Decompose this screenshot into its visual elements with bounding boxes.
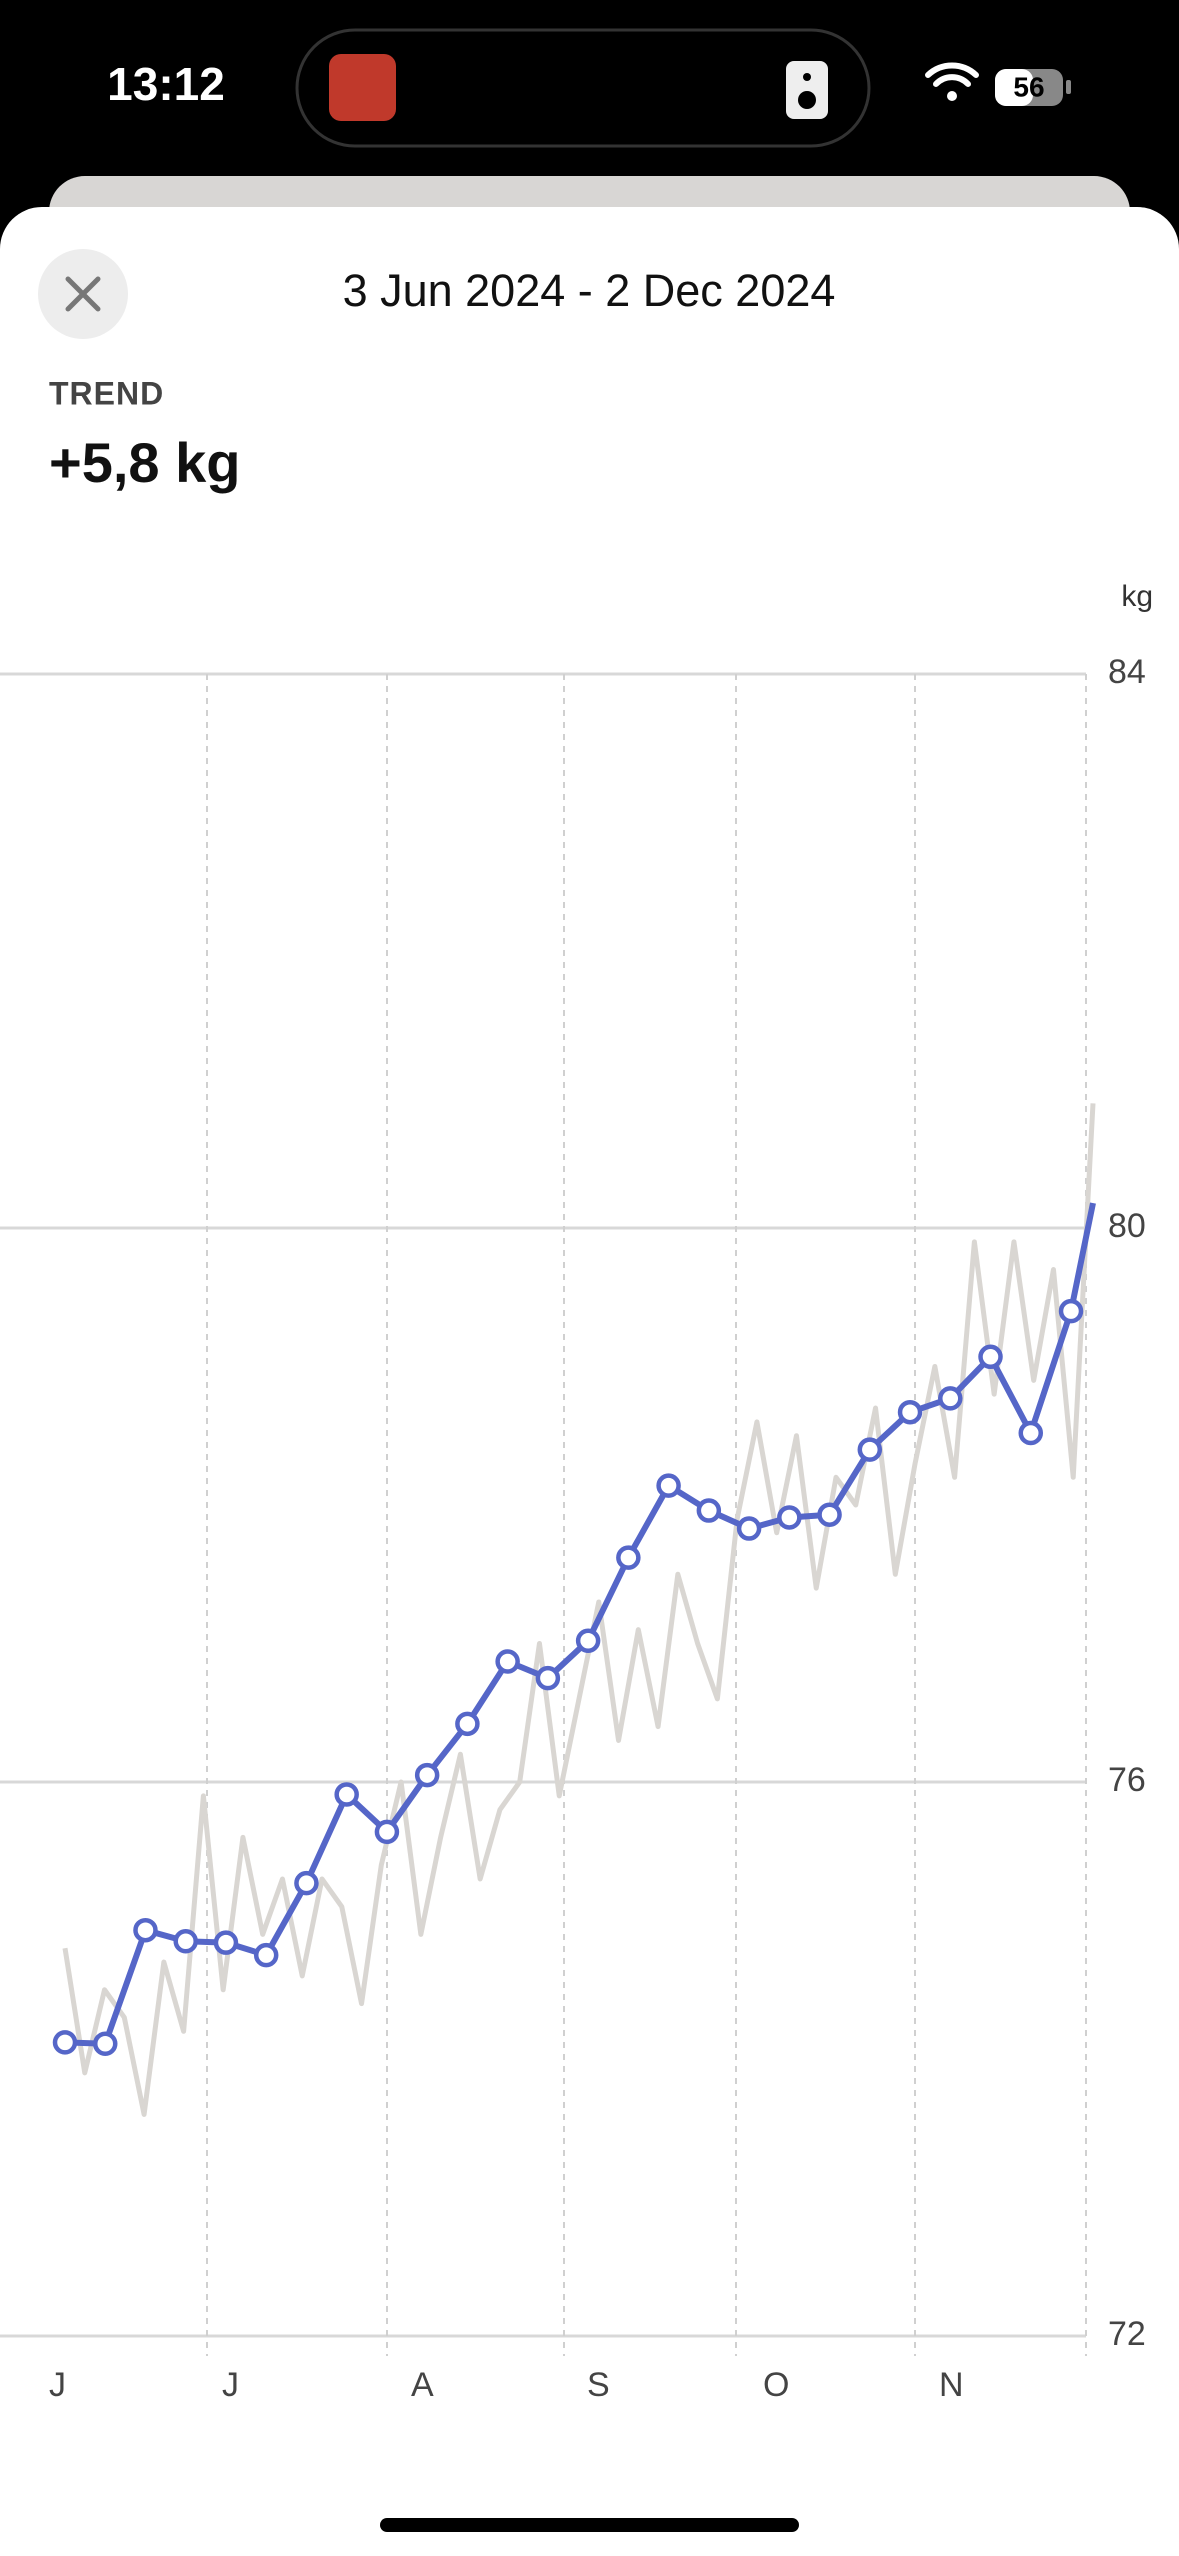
y-tick-label: 80 <box>1108 1207 1146 1245</box>
x-tick-label: S <box>587 2366 610 2404</box>
y-unit: kg <box>1121 580 1153 613</box>
trend-point <box>616 1545 641 1570</box>
sheet <box>0 207 1179 2556</box>
trend-point <box>857 1437 883 1462</box>
x-tick-label: N <box>939 2366 964 2404</box>
y-tick-label: 84 <box>1108 653 1146 691</box>
trend-point <box>1018 1420 1044 1446</box>
trend-point <box>495 1649 520 1674</box>
trend-point <box>897 1399 923 1425</box>
trend-point <box>535 1665 561 1691</box>
trend-value: +5,8 kg <box>49 431 240 494</box>
wifi-dot <box>947 91 957 101</box>
battery-tip <box>1066 80 1071 94</box>
x-tick-label: J <box>49 2366 66 2404</box>
trend-point <box>656 1473 681 1498</box>
trend-point <box>736 1516 762 1541</box>
x-tick-label: O <box>763 2366 789 2404</box>
trend-label: TREND <box>49 375 164 411</box>
speaker-tweeter <box>803 73 811 81</box>
trend-point <box>938 1386 963 1411</box>
speaker-cone <box>798 91 816 109</box>
chart: 72 76 80 84 J J A S O N <box>0 653 1146 2404</box>
battery-level <box>995 69 1033 106</box>
x-tick-label: A <box>411 2366 434 2404</box>
trend-point <box>294 1870 319 1896</box>
close-icon[interactable] <box>65 276 101 312</box>
x-tick-label: J <box>222 2366 239 2404</box>
album-art <box>329 54 396 121</box>
status-time: 13:12 <box>107 58 225 110</box>
y-tick-label: 72 <box>1108 2315 1146 2353</box>
trend-point <box>92 2031 118 2057</box>
trend-point <box>696 1498 722 1523</box>
trend-point <box>253 1942 279 1968</box>
dynamic-island <box>295 28 871 148</box>
home-indicator <box>380 2518 799 2532</box>
trend-point <box>52 2030 78 2055</box>
daily-line <box>62 1103 1096 2117</box>
trend-point <box>414 1762 440 1788</box>
battery-percent: 56 <box>1013 71 1044 102</box>
trend-point <box>575 1628 601 1653</box>
trend-point <box>455 1711 480 1737</box>
date-range: 3 Jun 2024 - 2 Dec 2024 <box>343 265 836 316</box>
y-tick-label: 76 <box>1108 1761 1146 1799</box>
speaker-icon <box>786 61 828 119</box>
trend-point <box>777 1505 802 1530</box>
trend-point <box>1058 1298 1084 1324</box>
trend-point <box>173 1929 198 1954</box>
trend-point <box>978 1344 1003 1370</box>
trend-point <box>374 1819 400 1845</box>
trend-point <box>213 1930 239 1955</box>
wifi-icon <box>925 62 979 87</box>
trend-point <box>334 1782 359 1807</box>
trend-point <box>817 1502 842 1527</box>
trend-point <box>133 1917 158 1943</box>
